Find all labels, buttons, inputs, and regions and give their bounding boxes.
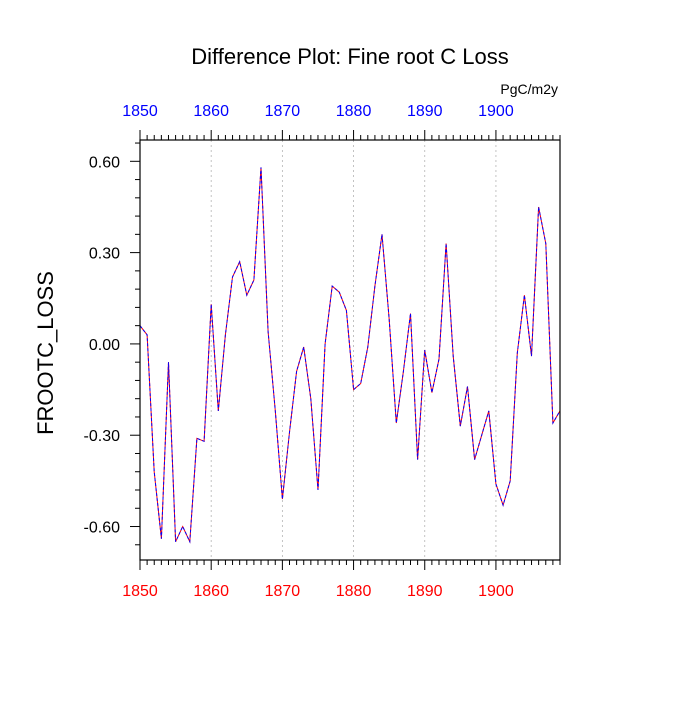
y-tick-label: 0.30 — [89, 246, 120, 263]
x-tick-label-top: 1870 — [265, 103, 301, 120]
x-tick-label-bottom: 1900 — [478, 583, 514, 600]
x-tick-label-top: 1890 — [407, 103, 443, 120]
x-tick-label-bottom: 1890 — [407, 583, 443, 600]
x-tick-label-bottom: 1860 — [193, 583, 229, 600]
x-tick-label-bottom: 1880 — [336, 583, 372, 600]
y-axis-label: FROOTC_LOSS — [33, 271, 58, 435]
y-tick-label: -0.60 — [84, 520, 121, 537]
units-label: PgC/m2y — [500, 81, 558, 97]
series-line-difference-red — [139, 167, 561, 544]
series-group — [139, 167, 561, 544]
series-line-difference-blue — [139, 167, 561, 544]
x-tick-label-bottom: 1870 — [265, 583, 301, 600]
x-tick-label-bottom: 1850 — [122, 583, 158, 600]
x-tick-label-top: 1860 — [193, 103, 229, 120]
x-tick-label-top: 1880 — [336, 103, 372, 120]
y-tick-label: -0.30 — [84, 428, 121, 445]
y-tick-label: 0.60 — [89, 154, 120, 171]
x-tick-label-top: 1900 — [478, 103, 514, 120]
axis-ticks — [130, 130, 561, 570]
plot-frame — [139, 139, 561, 561]
y-tick-label: 0.00 — [89, 337, 120, 354]
x-tick-label-top: 1850 — [122, 103, 158, 120]
grid-lines — [210, 140, 497, 560]
tick-labels: 1850 1850 1860 1860 1870 1870 1880 1880 1890 1890… — [84, 103, 514, 600]
chart-title: Difference Plot: Fine root C Loss — [191, 44, 509, 69]
